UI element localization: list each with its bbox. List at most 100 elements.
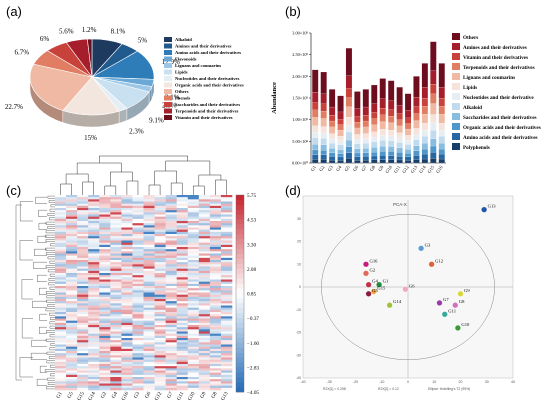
heat-cell-33-8 xyxy=(143,266,155,269)
heat-cell-18-1 xyxy=(66,234,78,237)
heat-cell-49-6 xyxy=(121,301,133,304)
colorbar-step-2 xyxy=(236,204,244,211)
heat-cell-45-4 xyxy=(99,292,111,295)
heat-cell-42-9 xyxy=(154,286,166,289)
heat-cell-10-4 xyxy=(99,216,111,220)
heat-cell-65-6 xyxy=(121,335,133,339)
bar-xtick-label-G8: G8 xyxy=(369,164,377,172)
heat-cell-78-15 xyxy=(220,364,233,367)
heat-cell-7-14 xyxy=(209,210,222,213)
heat-cell-30-11 xyxy=(176,260,189,263)
bar-G9-seg-4 xyxy=(379,121,386,130)
pie-legend-label-4: Lignans and coumarins xyxy=(175,63,221,68)
heat-cell-35-7 xyxy=(132,270,144,274)
heat-cell-11-6 xyxy=(121,218,133,222)
bar-legend-swatch-4 xyxy=(452,73,460,80)
pca-xtick-8: 40 xyxy=(511,380,515,384)
bar-G13-seg-0 xyxy=(413,76,420,98)
heat-cell-14-6 xyxy=(121,225,133,228)
heat-cell-67-15 xyxy=(220,340,233,343)
heat-cell-11-14 xyxy=(209,218,222,222)
colorbar-step-23 xyxy=(236,308,244,314)
bar-xtick-label-G2: G2 xyxy=(318,164,326,172)
bar-G10-seg-3 xyxy=(388,115,395,123)
heat-cell-74-13 xyxy=(198,355,211,358)
bar-G1-seg-8 xyxy=(312,144,319,151)
heat-cell-60-9 xyxy=(154,325,166,328)
heat-cell-46-6 xyxy=(121,294,133,298)
heat-cell-7-8 xyxy=(143,210,155,213)
heat-cell-49-9 xyxy=(154,301,166,304)
heat-cell-73-11 xyxy=(176,353,189,356)
heat-cell-56-2 xyxy=(77,316,89,319)
heat-cell-43-1 xyxy=(66,288,78,291)
heat-cell-21-9 xyxy=(154,240,166,243)
dendro-row-link-72 xyxy=(46,351,55,355)
pca-point-label-G9: G9 xyxy=(464,288,470,293)
heat-cell-30-2 xyxy=(77,260,89,263)
heat-cell-66-9 xyxy=(154,338,166,341)
heat-cell-54-13 xyxy=(198,312,211,315)
pie-legend-label-1: Amines and their derivatives xyxy=(175,44,232,49)
heat-cell-0-6 xyxy=(121,195,133,198)
colorbar-step-36 xyxy=(236,372,244,378)
heat-cell-22-3 xyxy=(88,242,100,246)
heat-cell-26-4 xyxy=(99,251,111,254)
heat-cell-44-8 xyxy=(143,290,155,293)
heat-cell-17-10 xyxy=(165,231,177,235)
heat-cell-4-15 xyxy=(220,203,233,207)
heat-cell-22-15 xyxy=(220,242,233,246)
pca-point-label-G1: G1 xyxy=(383,279,389,284)
heat-cell-60-12 xyxy=(187,325,200,328)
bar-legend-label-1: Amines and their derivatives xyxy=(463,45,527,51)
bar-G16-seg-2 xyxy=(438,98,445,107)
heat-cell-6-9 xyxy=(154,208,166,211)
heat-cell-42-2 xyxy=(77,286,89,289)
heat-cell-64-6 xyxy=(121,333,133,337)
heat-cell-25-6 xyxy=(121,249,133,252)
bar-legend-swatch-7 xyxy=(452,103,460,110)
heat-cell-35-9 xyxy=(154,270,166,274)
bar-G10-seg-5 xyxy=(388,129,395,136)
bar-legend-swatch-11 xyxy=(452,143,460,150)
heat-cell-62-2 xyxy=(77,329,89,332)
heat-cell-40-9 xyxy=(154,281,166,285)
pie-chart: 8.1%5%12.9%3.1%2.3%9.1%2.3%15%22.7%6.7%6… xyxy=(5,26,180,142)
heat-cell-50-6 xyxy=(121,303,133,306)
heat-cell-29-14 xyxy=(209,257,222,261)
heat-cell-49-10 xyxy=(165,301,177,304)
heat-cell-42-1 xyxy=(66,286,78,289)
heat-cell-56-9 xyxy=(154,316,166,319)
heat-cell-89-10 xyxy=(165,387,177,391)
heat-cell-56-15 xyxy=(220,316,233,319)
bar-G8-seg-8 xyxy=(371,147,378,153)
heat-cell-6-8 xyxy=(143,208,155,211)
heat-cell-27-8 xyxy=(143,253,155,256)
heat-cell-63-4 xyxy=(99,331,111,334)
heat-cell-42-5 xyxy=(110,286,122,289)
heat-cell-3-10 xyxy=(165,201,177,204)
pca-point-label-G7: G7 xyxy=(443,297,449,302)
dendro-row-mid-36 xyxy=(37,274,47,282)
heat-xlabel-G2: G2 xyxy=(100,391,109,400)
pie-label-8: 22.7% xyxy=(5,103,23,111)
heat-cell-89-8 xyxy=(143,387,155,391)
heat-cell-62-5 xyxy=(110,329,122,332)
heat-cell-52-3 xyxy=(88,307,100,311)
dendro-col-l3-1 xyxy=(165,160,211,175)
heat-cell-59-8 xyxy=(143,322,155,326)
heat-cell-20-14 xyxy=(209,238,222,241)
heat-cell-87-15 xyxy=(220,383,233,386)
heat-cell-57-5 xyxy=(110,318,122,321)
heat-cell-43-3 xyxy=(88,288,100,291)
heat-cell-24-13 xyxy=(198,247,211,250)
heat-cell-22-10 xyxy=(165,242,177,246)
heat-cell-48-0 xyxy=(55,299,67,302)
heat-cell-79-0 xyxy=(55,366,67,369)
heat-cell-30-13 xyxy=(198,260,211,263)
heat-cell-75-15 xyxy=(220,357,233,360)
heat-cell-59-12 xyxy=(187,322,200,326)
heat-cell-53-4 xyxy=(99,309,111,313)
heat-cell-57-8 xyxy=(143,318,155,321)
bar-G2-seg-11 xyxy=(320,159,327,164)
